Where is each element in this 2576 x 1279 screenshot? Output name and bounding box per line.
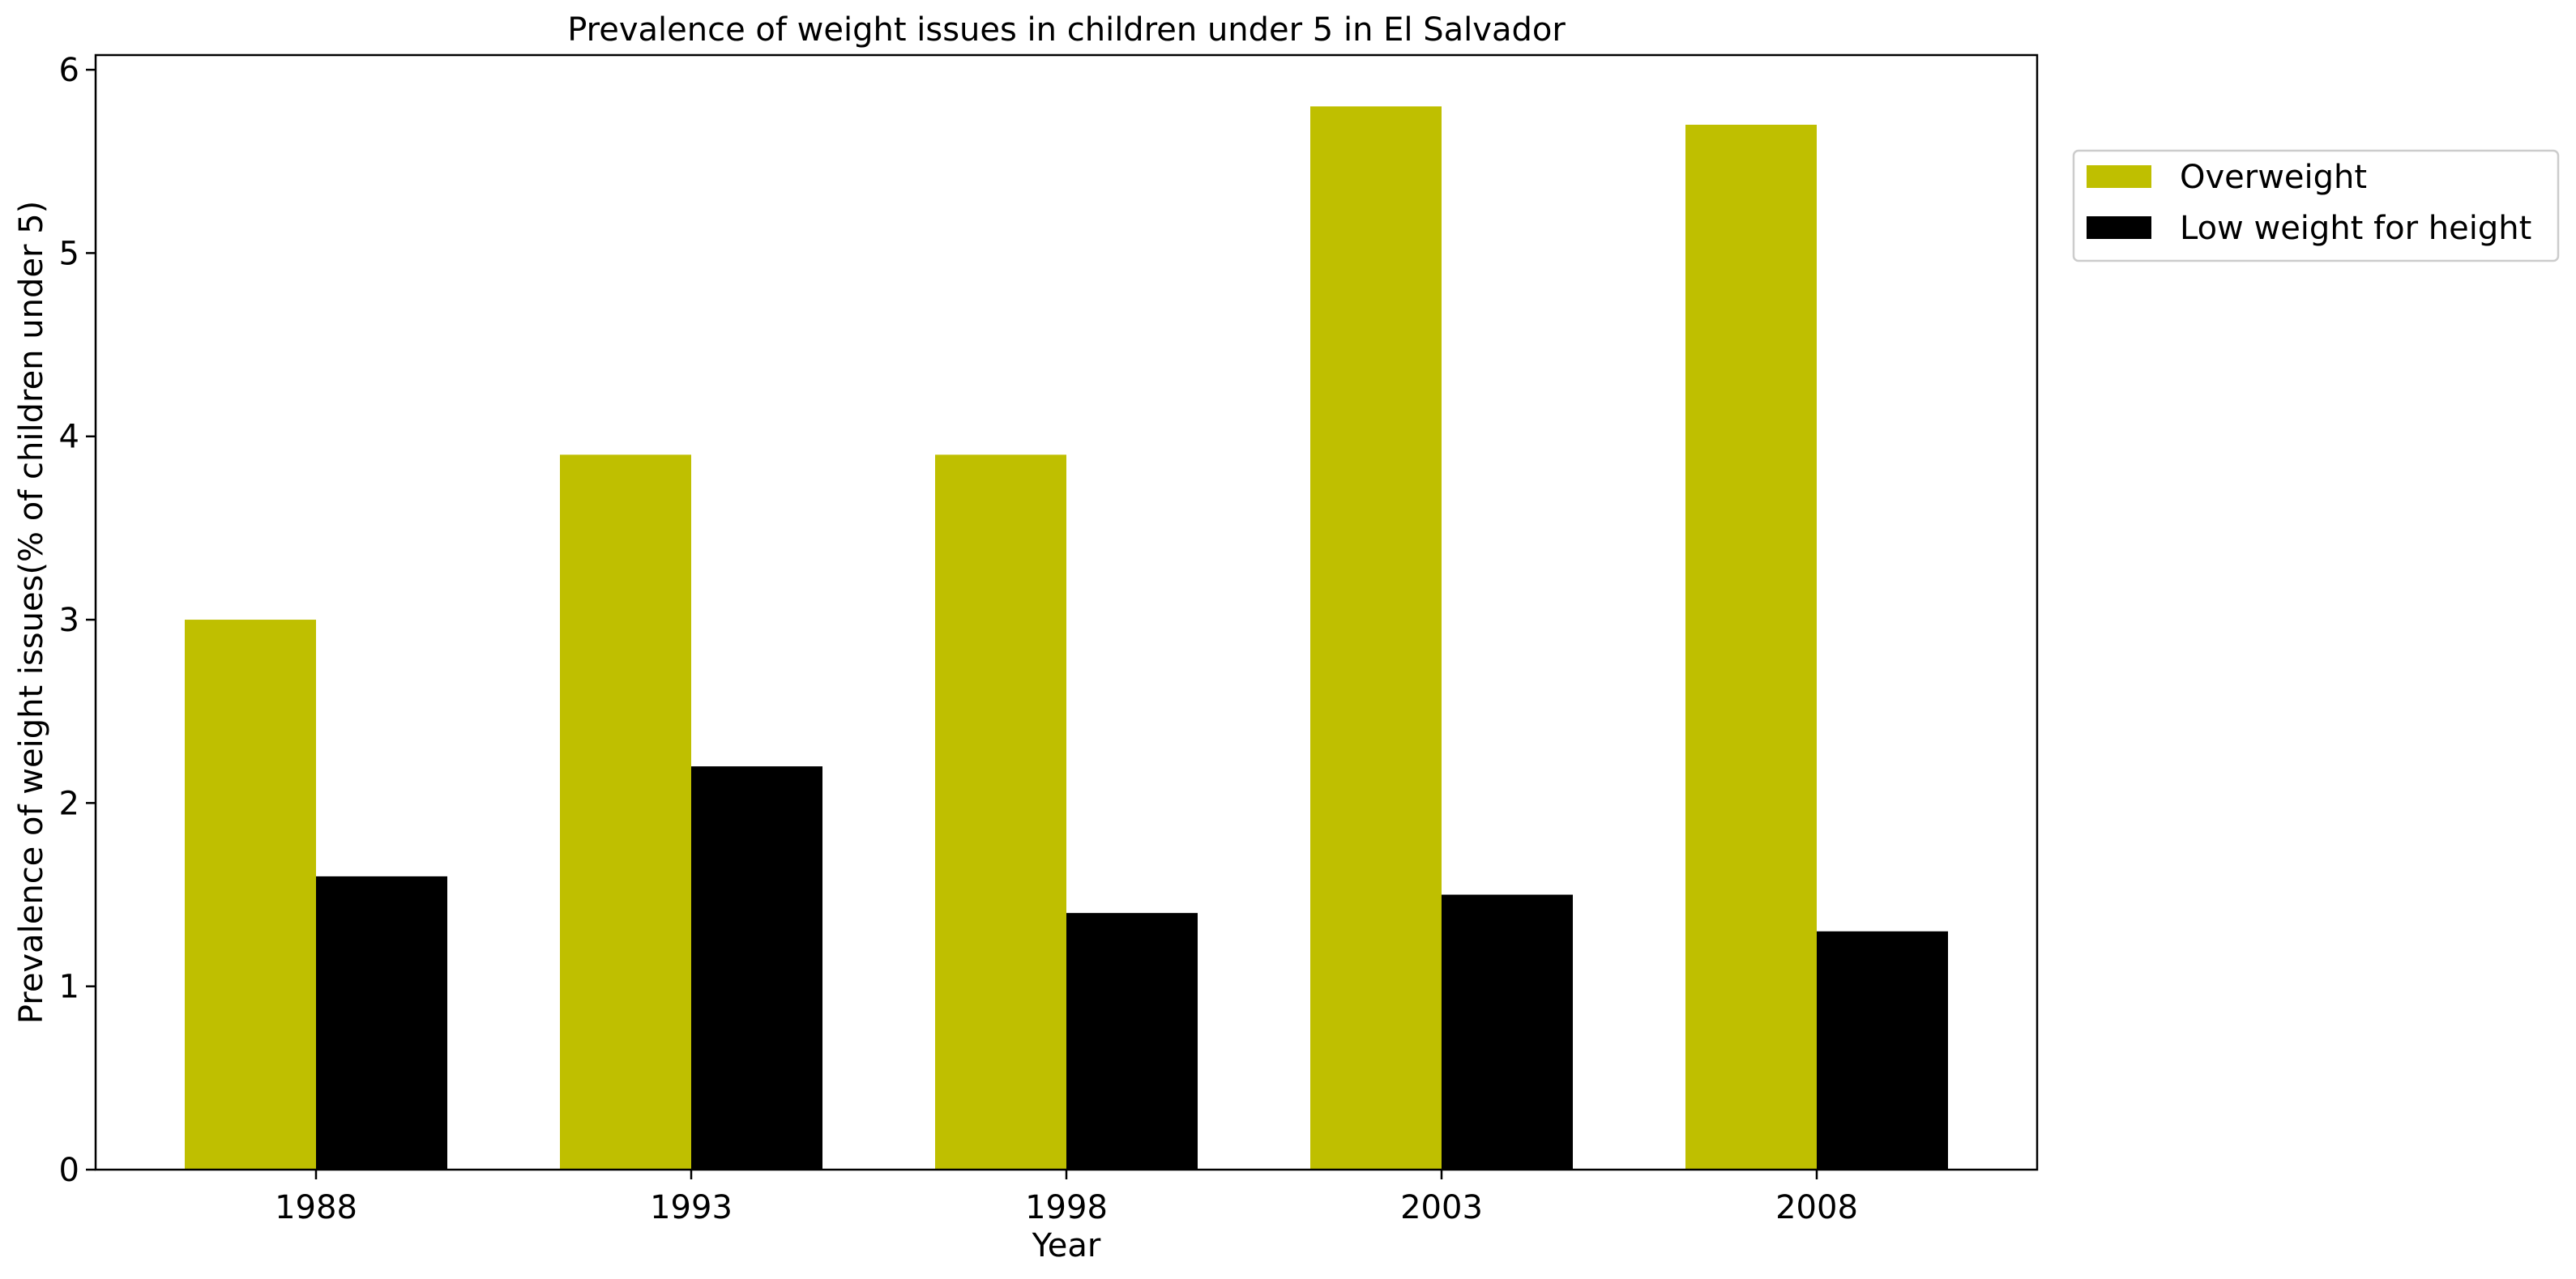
x-axis: 1988 1993 1998 2003 2008 [275,1170,1858,1226]
x-tick-label: 1993 [650,1189,733,1226]
bar-low-weight-for-height-1988 [316,876,447,1170]
legend-swatch [2087,216,2151,239]
y-tick-label: 0 [59,1152,79,1189]
y-tick-label: 1 [59,969,79,1006]
legend-label: Low weight for height [2180,210,2531,247]
legend-frame [2072,149,2560,262]
bar-overweight-2003 [1310,106,1442,1170]
y-axis: 0 1 2 3 4 5 6 [59,52,96,1189]
legend-swatch [2087,165,2151,188]
bar-low-weight-for-height-2008 [1817,931,1948,1170]
y-tick-label: 2 [59,785,79,822]
bar-overweight-1998 [935,454,1066,1170]
bar-overweight-1988 [185,620,316,1170]
bar-low-weight-for-height-1998 [1066,913,1198,1170]
x-tick-label: 1988 [275,1189,357,1226]
bars-group [185,106,1948,1170]
chart-title: Prevalence of weight issues in children … [567,11,1566,49]
y-tick-label: 6 [59,52,79,89]
bar-low-weight-for-height-1993 [691,766,822,1170]
x-tick-label: 2003 [1400,1189,1483,1226]
y-axis-label: Prevalence of weight issues(% of childre… [13,201,50,1024]
y-tick-label: 4 [59,419,79,456]
bar-low-weight-for-height-2003 [1442,894,1573,1170]
y-tick-label: 5 [59,235,79,272]
bar-overweight-1993 [560,454,691,1170]
bar-overweight-2008 [1685,125,1817,1170]
y-tick-label: 3 [59,602,79,639]
x-tick-label: 2008 [1775,1189,1858,1226]
legend-label: Overweight [2180,159,2367,196]
x-tick-label: 1998 [1025,1189,1108,1226]
x-axis-label: Year [1032,1227,1101,1264]
legend: Overweight Low weight for height [2072,149,2560,262]
